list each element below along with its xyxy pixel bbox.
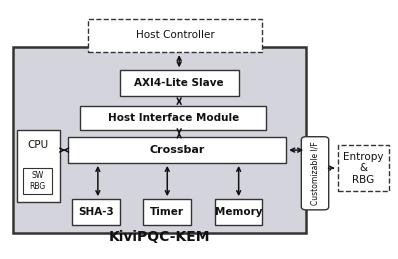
- Text: Crossbar: Crossbar: [150, 145, 205, 155]
- FancyBboxPatch shape: [13, 47, 306, 233]
- FancyBboxPatch shape: [88, 19, 262, 52]
- FancyBboxPatch shape: [68, 137, 286, 163]
- FancyBboxPatch shape: [72, 199, 120, 225]
- Text: SHA-3: SHA-3: [78, 207, 114, 217]
- FancyBboxPatch shape: [338, 145, 389, 191]
- Text: SW
RBG: SW RBG: [29, 171, 45, 191]
- FancyBboxPatch shape: [120, 70, 239, 96]
- FancyBboxPatch shape: [215, 199, 262, 225]
- FancyBboxPatch shape: [301, 137, 329, 210]
- FancyBboxPatch shape: [143, 199, 191, 225]
- Text: Customizable I/F: Customizable I/F: [310, 141, 320, 205]
- Text: KiviPQC-KEM: KiviPQC-KEM: [109, 230, 210, 244]
- FancyBboxPatch shape: [17, 130, 60, 202]
- Text: Host Interface Module: Host Interface Module: [107, 113, 239, 123]
- Text: CPU: CPU: [28, 140, 49, 150]
- Text: AXI4-Lite Slave: AXI4-Lite Slave: [135, 78, 224, 88]
- Text: Memory: Memory: [215, 207, 262, 217]
- FancyBboxPatch shape: [23, 168, 52, 194]
- Text: Host Controller: Host Controller: [136, 31, 215, 40]
- FancyBboxPatch shape: [80, 106, 266, 130]
- Text: Entropy
&
RBG: Entropy & RBG: [343, 152, 384, 185]
- Text: Timer: Timer: [150, 207, 184, 217]
